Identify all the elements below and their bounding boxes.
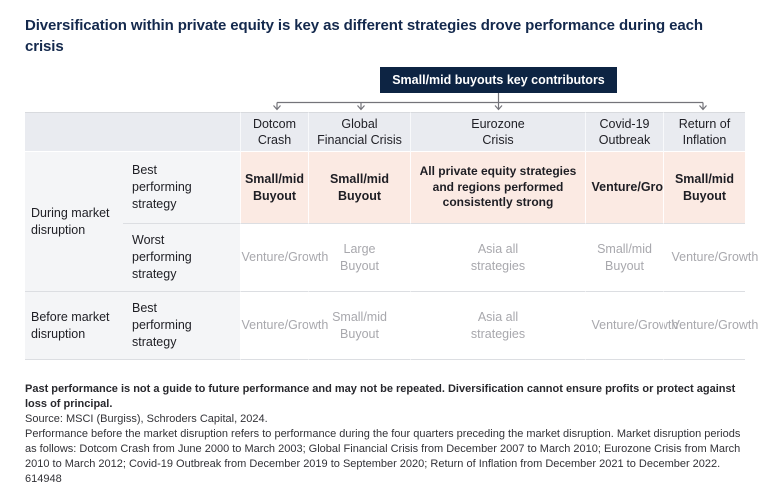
footnotes: Past performance is not a guide to futur… (25, 382, 747, 487)
row-label-worst-performing-during: Worst performing strategy (123, 224, 240, 292)
strategy-value: Small/mid Buyout (674, 172, 735, 203)
column-header-line: Financial Crisis (317, 133, 402, 147)
row-label-text: Best performing strategy (132, 163, 192, 211)
strategy-cell: Small/mid Buyout (663, 152, 745, 224)
column-header-line: Eurozone (471, 116, 525, 131)
row-group-text: Before market disruption (31, 309, 110, 341)
strategy-cell: Small/mid Buyout (308, 152, 410, 224)
footnote-disclaimer: Past performance is not a guide to futur… (25, 383, 736, 410)
page-title: Diversification within private equity is… (25, 17, 703, 55)
strategy-cell: Asia all strategies (410, 292, 585, 360)
callout-badge-label: Small/mid buyouts key contributors (392, 73, 605, 87)
column-header-line: Global (341, 116, 378, 131)
strategy-cell: Small/mid Buyout (240, 152, 308, 224)
column-header-line: Covid-19 (599, 116, 650, 131)
strategy-value: Small/mid Buyout (597, 242, 652, 273)
row-label-text: Best performing strategy (132, 301, 192, 349)
row-label-text: Worst performing strategy (132, 233, 192, 281)
strategy-cell: Small/mid Buyout (585, 224, 663, 292)
strategy-value: Venture/Growth (591, 180, 685, 195)
strategy-value: Venture/Growth (241, 318, 329, 333)
row-group-label-during-market-disruption: During market disruption (25, 152, 123, 292)
column-header-global-financial-crisis: Global Financial Crisis (308, 112, 410, 152)
strategy-value: Asia all strategies (470, 310, 526, 341)
row-group-label-before-market-disruption: Before market disruption (25, 292, 123, 360)
strategy-cell: Large Buyout (308, 224, 410, 292)
strategy-value: Venture/Growth (671, 318, 759, 333)
strategy-cell: All private equity strategies and region… (410, 152, 585, 224)
strategy-cell: Venture/Growth (663, 292, 759, 360)
row-group-text: During market disruption (31, 205, 110, 237)
column-header-line: Inflation (682, 133, 727, 147)
callout-badge: Small/mid buyouts key contributors (380, 67, 617, 93)
footnote-source: Source: MSCI (Burgiss), Schroders Capita… (25, 412, 268, 425)
strategy-value: Asia all strategies (470, 242, 526, 273)
column-header-line: Dotcom (252, 116, 297, 131)
column-header-line: Crash (257, 133, 292, 147)
footnote-methodology: Performance before the market disruption… (25, 427, 741, 485)
strategy-cell: Venture/Growth (585, 152, 685, 224)
column-header-return-of-inflation: Return of Inflation (663, 112, 745, 152)
strategy-cell: Venture/Growth (585, 292, 679, 360)
callout-connector-arrows-icon (273, 93, 707, 111)
column-header-line: Outbreak (598, 133, 651, 147)
strategy-value: Small/mid Buyout (244, 172, 305, 203)
row-label-best-performing-during: Best performing strategy (123, 152, 240, 224)
strategy-value: Venture/Growth (671, 250, 759, 265)
column-header-line: Return of (678, 116, 731, 131)
strategy-value: Large Buyout (340, 242, 379, 273)
strategy-value: Small/mid Buyout (332, 310, 387, 341)
strategy-table: Dotcom Crash Global Financial Crisis Euroz… (25, 112, 759, 360)
strategy-cell: Venture/Growth (663, 224, 759, 292)
strategy-cell: Asia all strategies (410, 224, 585, 292)
strategy-value: All private equity strategies and region… (419, 164, 577, 210)
column-header-dotcom-crash: Dotcom Crash (240, 112, 308, 152)
column-header-line: Crisis (482, 133, 514, 147)
strategy-value: Small/mid Buyout (329, 172, 390, 203)
row-label-best-performing-before: Best performing strategy (123, 292, 240, 360)
column-header-eurozone-crisis: Eurozone Crisis (410, 112, 585, 152)
strategy-value: Venture/Growth (591, 318, 679, 333)
strategy-value: Venture/Growth (241, 250, 329, 265)
column-header-covid-19-outbreak: Covid-19 Outbreak (585, 112, 663, 152)
strategy-cell: Small/mid Buyout (308, 292, 410, 360)
strategy-cell: Venture/Growth (240, 292, 329, 360)
table-header-corner (25, 112, 240, 152)
strategy-cell: Venture/Growth (240, 224, 329, 292)
